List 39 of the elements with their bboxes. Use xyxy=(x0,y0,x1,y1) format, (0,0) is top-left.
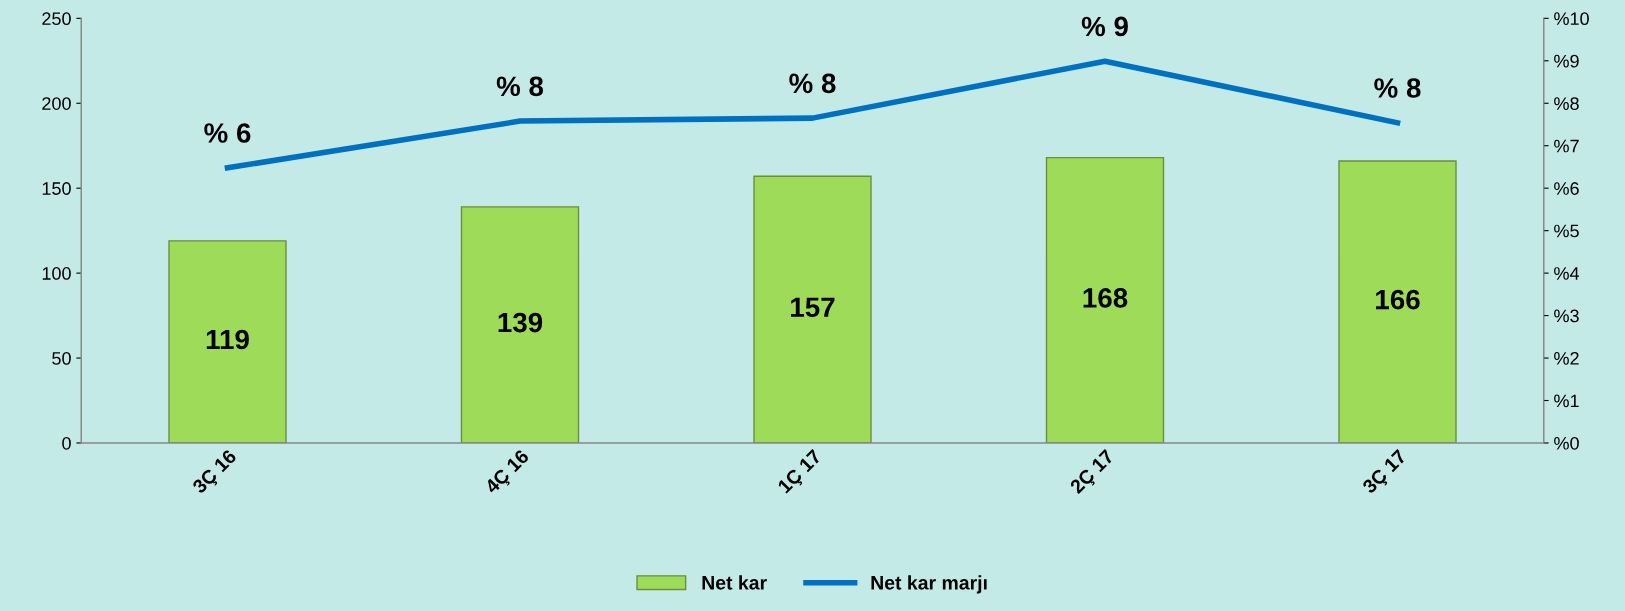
bar xyxy=(460,206,580,443)
y-tick-label: 250 xyxy=(42,12,71,26)
data-label: % 9 xyxy=(1081,16,1128,37)
bar xyxy=(1045,156,1165,443)
bar xyxy=(168,240,287,443)
y2-tick-label: %1 xyxy=(1554,394,1579,408)
y-tick-label: 100 xyxy=(42,267,71,280)
y2-tick-label: %10 xyxy=(1554,12,1589,26)
data-label: % 8 xyxy=(1374,78,1421,98)
x-tick-label: 4Ç 16 xyxy=(483,448,533,498)
bar xyxy=(753,175,872,443)
bar xyxy=(1338,160,1457,443)
y-tick-label: 50 xyxy=(52,351,71,365)
y2-tick-label: %6 xyxy=(1554,182,1579,195)
y2-tick-label: %2 xyxy=(1554,351,1579,365)
x-tick-label: 1Ç 17 xyxy=(777,448,825,497)
x-tick-label: 3Ç 16 xyxy=(191,448,240,498)
y2-tick-label: %4 xyxy=(1554,267,1580,280)
data-label: % 6 xyxy=(204,123,251,143)
data-label: % 8 xyxy=(789,73,836,94)
y-tick-label: 150 xyxy=(42,182,71,195)
data-label: % 8 xyxy=(496,76,544,97)
y2-tick-label: %5 xyxy=(1554,224,1579,238)
y-tick-label: 200 xyxy=(42,97,71,110)
data-label: 139 xyxy=(498,312,543,333)
legend-label: Net kar marjı xyxy=(871,575,987,594)
data-label: 166 xyxy=(1376,289,1420,310)
legend-label: Net kar xyxy=(702,575,767,590)
y2-tick-label: %3 xyxy=(1554,309,1579,323)
data-label: 157 xyxy=(791,297,835,318)
x-tick-label: 2Ç 17 xyxy=(1069,448,1118,497)
y2-tick-label: %9 xyxy=(1554,54,1579,68)
y-tick-label: 0 xyxy=(62,436,71,450)
y2-tick-label: %7 xyxy=(1554,139,1579,153)
data-label: 168 xyxy=(1083,288,1128,308)
data-label: 119 xyxy=(206,329,249,350)
y2-tick-label: %8 xyxy=(1554,97,1579,110)
x-tick-label: 3Ç 17 xyxy=(1361,448,1410,498)
y2-tick-label: %0 xyxy=(1554,436,1579,450)
